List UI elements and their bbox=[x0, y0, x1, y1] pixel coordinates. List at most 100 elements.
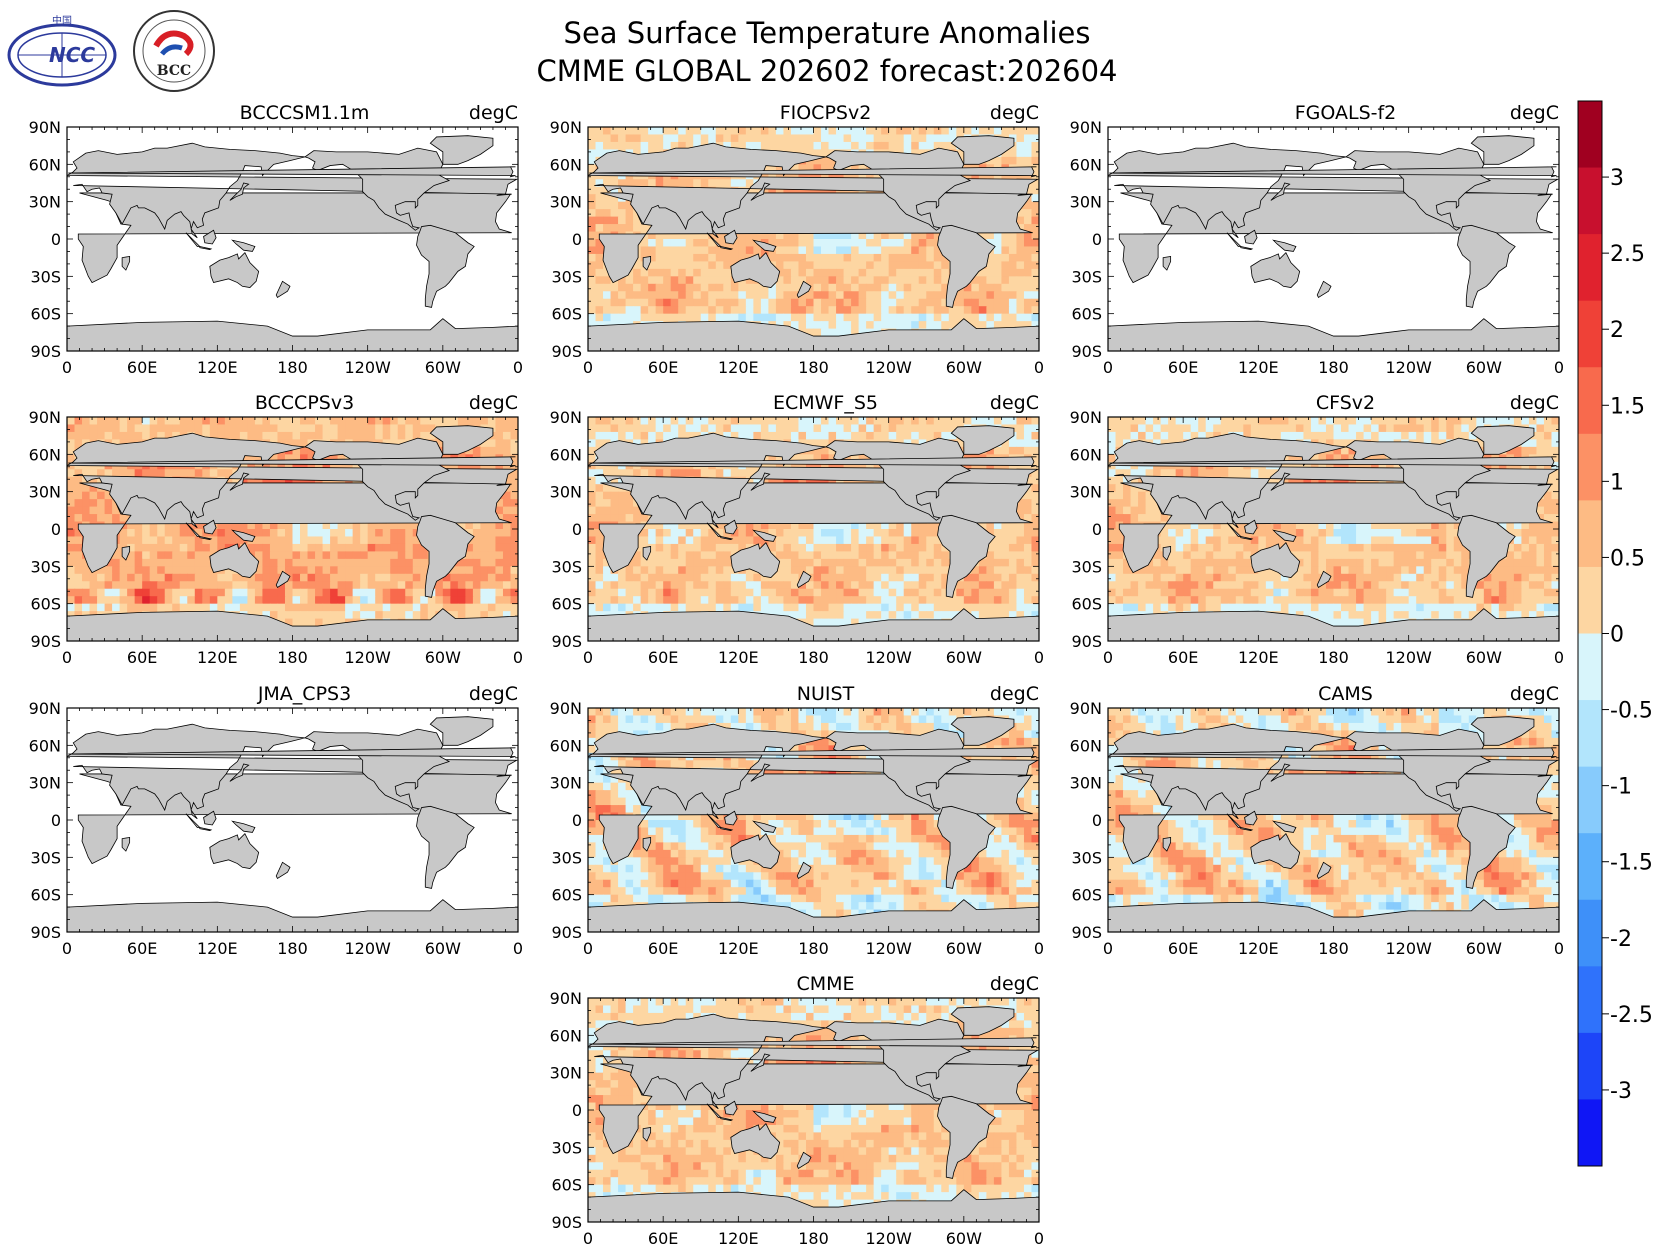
anomaly-cell bbox=[715, 231, 724, 240]
anomaly-cell bbox=[1031, 313, 1039, 322]
anomaly-cell bbox=[588, 558, 597, 567]
anomaly-cell bbox=[821, 529, 830, 538]
anomaly-cell bbox=[775, 529, 785, 538]
anomaly-cell bbox=[367, 417, 376, 426]
anomaly-cell bbox=[495, 431, 504, 440]
anomaly-cell bbox=[457, 461, 466, 470]
anomaly-cell bbox=[345, 461, 354, 470]
land-mass bbox=[203, 519, 217, 535]
anomaly-cell bbox=[375, 603, 384, 612]
anomaly-cell bbox=[495, 536, 504, 545]
anomaly-cell bbox=[588, 417, 597, 426]
anomaly-cell bbox=[768, 231, 777, 240]
anomaly-cell bbox=[1008, 171, 1018, 180]
anomaly-cell bbox=[142, 469, 151, 478]
anomaly-cell bbox=[262, 461, 271, 470]
anomaly-cell bbox=[209, 424, 218, 433]
anomaly-cell bbox=[821, 186, 830, 195]
anomaly-cell bbox=[813, 164, 822, 173]
anomaly-cell bbox=[149, 431, 158, 440]
anomaly-cell bbox=[202, 551, 211, 560]
anomaly-cell bbox=[775, 164, 785, 173]
anomaly-cell bbox=[685, 127, 694, 136]
land-mass bbox=[121, 545, 131, 561]
anomaly-cell bbox=[510, 588, 518, 597]
anomaly-cell bbox=[738, 246, 747, 255]
anomaly-cell bbox=[82, 514, 91, 523]
anomaly-cell bbox=[730, 431, 739, 440]
anomaly-cell bbox=[873, 261, 882, 270]
anomaly-cell bbox=[224, 536, 233, 545]
anomaly-cell bbox=[1001, 461, 1010, 470]
anomaly-cell bbox=[322, 543, 331, 552]
anomaly-cell bbox=[232, 588, 241, 597]
anomaly-cell bbox=[142, 529, 151, 538]
anomaly-cell bbox=[821, 231, 830, 240]
anomaly-cell bbox=[382, 551, 391, 560]
anomaly-cell bbox=[896, 298, 905, 307]
anomaly-cell bbox=[1031, 491, 1039, 500]
anomaly-cell bbox=[655, 141, 664, 150]
anomaly-cell bbox=[149, 543, 158, 552]
anomaly-cell bbox=[790, 424, 800, 433]
anomaly-cell bbox=[798, 454, 807, 463]
anomaly-cell bbox=[678, 134, 687, 143]
anomaly-cell bbox=[836, 558, 845, 567]
anomaly-cell bbox=[603, 209, 612, 218]
anomaly-cell bbox=[648, 246, 657, 255]
anomaly-cell bbox=[745, 536, 754, 545]
anomaly-cell bbox=[82, 596, 91, 605]
anomaly-cell bbox=[1016, 253, 1025, 262]
anomaly-cell bbox=[352, 536, 361, 545]
anomaly-cell bbox=[74, 536, 83, 545]
anomaly-cell bbox=[828, 446, 837, 455]
anomaly-cell bbox=[209, 603, 218, 612]
anomaly-cell bbox=[1008, 268, 1018, 277]
anomaly-cell bbox=[510, 431, 518, 440]
anomaly-cell bbox=[322, 611, 331, 620]
anomaly-cell bbox=[502, 573, 512, 582]
anomaly-cell bbox=[89, 514, 98, 523]
anomaly-cell bbox=[700, 469, 709, 478]
anomaly-cell bbox=[678, 231, 687, 240]
anomaly-cell bbox=[284, 543, 294, 552]
anomaly-cell bbox=[307, 424, 316, 433]
anomaly-cell bbox=[595, 476, 604, 485]
anomaly-cell bbox=[405, 521, 414, 530]
anomaly-cell bbox=[723, 246, 732, 255]
anomaly-cell bbox=[510, 603, 518, 612]
anomaly-cell bbox=[1023, 291, 1033, 300]
anomaly-cell bbox=[700, 239, 709, 248]
ncc-logo: NCC 中国 bbox=[7, 14, 117, 87]
anomaly-cell bbox=[360, 431, 369, 440]
anomaly-cell bbox=[1023, 261, 1033, 270]
anomaly-cell bbox=[480, 551, 489, 560]
anomaly-cell bbox=[678, 291, 687, 300]
anomaly-cell bbox=[292, 424, 301, 433]
anomaly-cell bbox=[179, 469, 188, 478]
anomaly-cell bbox=[450, 596, 459, 605]
anomaly-cell bbox=[926, 424, 935, 433]
anomaly-cell bbox=[858, 246, 867, 255]
anomaly-cell bbox=[828, 134, 837, 143]
lat-tick-label: 30N bbox=[550, 193, 582, 212]
anomaly-cell bbox=[345, 596, 354, 605]
anomaly-cell bbox=[760, 417, 769, 426]
lat-tick-label: 90S bbox=[1071, 342, 1102, 361]
anomaly-cell bbox=[678, 417, 687, 426]
anomaly-cell bbox=[127, 558, 136, 567]
anomaly-cell bbox=[367, 424, 376, 433]
anomaly-cell bbox=[971, 417, 980, 426]
anomaly-cell bbox=[775, 171, 785, 180]
anomaly-cell bbox=[588, 179, 597, 188]
anomaly-cell bbox=[89, 417, 98, 426]
anomaly-cell bbox=[1016, 224, 1025, 233]
anomaly-cell bbox=[821, 141, 830, 150]
anomaly-cell bbox=[888, 543, 897, 552]
anomaly-cell bbox=[813, 536, 822, 545]
anomaly-cell bbox=[625, 424, 634, 433]
anomaly-cell bbox=[753, 186, 762, 195]
anomaly-cell bbox=[993, 276, 1003, 285]
anomaly-cell bbox=[911, 127, 920, 136]
anomaly-cell bbox=[805, 291, 815, 300]
